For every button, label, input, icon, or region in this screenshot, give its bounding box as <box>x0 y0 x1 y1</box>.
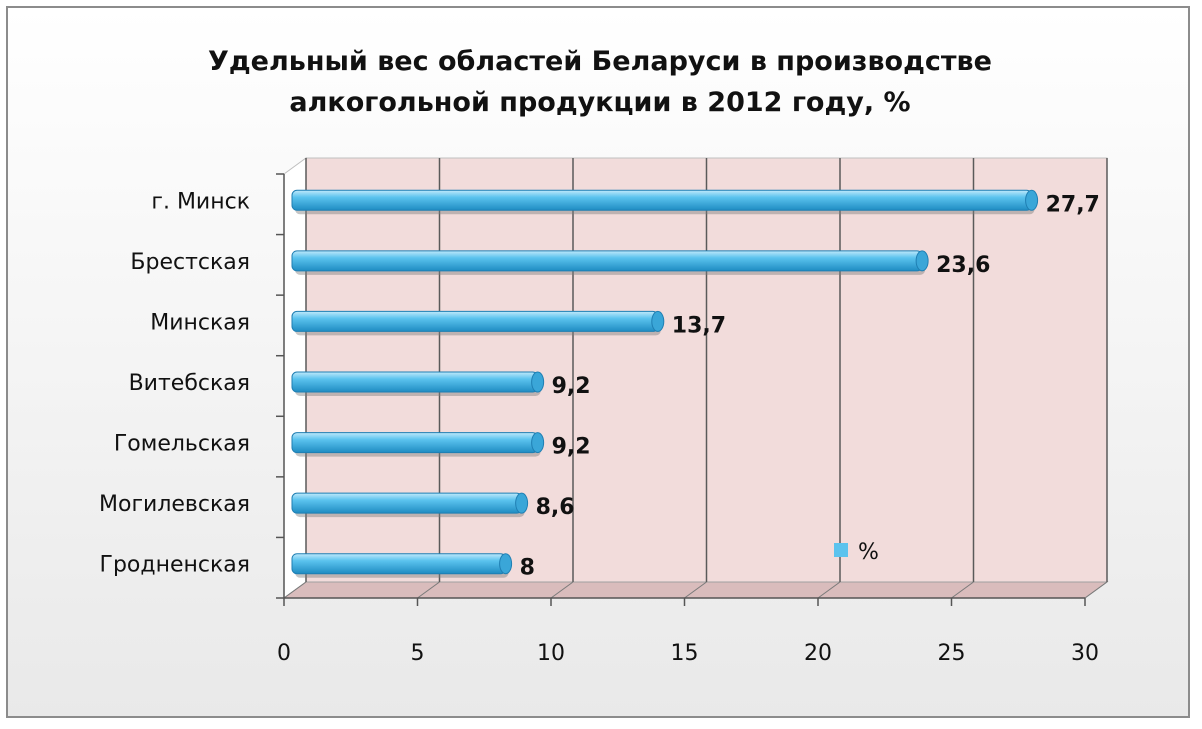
bar-end-cap <box>499 553 513 575</box>
data-label: 8 <box>520 556 535 581</box>
bar-end-cap <box>651 310 665 332</box>
bar <box>291 432 539 454</box>
chart-frame: Удельный вес областей Беларуси в произво… <box>6 6 1190 718</box>
data-label: 9,2 <box>552 435 591 460</box>
x-tick-label: 0 <box>277 641 291 666</box>
bar <box>291 250 923 272</box>
x-tick-label: 20 <box>804 641 832 666</box>
x-tick-label: 30 <box>1071 641 1099 666</box>
bar-end-cap <box>1025 189 1039 211</box>
bar <box>291 189 1033 211</box>
x-tick-label: 25 <box>938 641 966 666</box>
chart-title-line-1: Удельный вес областей Беларуси в произво… <box>208 46 992 77</box>
floor-gridline-20 <box>817 581 841 599</box>
bar-chart: Удельный вес областей Беларуси в произво… <box>99 46 1109 666</box>
category-label: Гродненская <box>100 553 250 578</box>
data-label: 9,2 <box>552 374 591 399</box>
bar <box>291 310 659 332</box>
data-label: 8,6 <box>536 495 575 520</box>
floor-gridline-5 <box>417 581 440 599</box>
legend-marker <box>834 543 848 557</box>
data-label: 27,7 <box>1046 192 1100 217</box>
floor-gridline-30 <box>1084 581 1108 599</box>
bar <box>291 371 539 393</box>
bar <box>291 553 507 575</box>
bar-end-cap <box>515 492 529 514</box>
data-label: 13,7 <box>672 313 726 338</box>
chart-title-line-2: алкогольной продукции в 2012 году, % <box>289 87 910 118</box>
floor-gridline-0 <box>283 581 307 599</box>
plot-area: 0 5 10 15 20 25 30 г. Минск 27,7 Брестская 23,6 Мин… <box>99 157 1109 666</box>
chart-title: Удельный вес областей Беларуси в произво… <box>208 46 992 118</box>
floor-gridline-10 <box>550 581 574 599</box>
data-label: 23,6 <box>936 253 990 278</box>
bar-end-cap <box>531 371 545 393</box>
floor-gridline-15 <box>684 581 707 599</box>
category-label: Витебская <box>129 371 250 396</box>
x-tick-label: 10 <box>537 641 565 666</box>
floor-gridline-25 <box>951 581 974 599</box>
x-tick-label: 5 <box>411 641 425 666</box>
bar-end-cap <box>915 250 929 272</box>
x-tick-label: 15 <box>671 641 699 666</box>
legend-label: % <box>858 540 879 565</box>
category-label: г. Минск <box>151 189 250 214</box>
bar-end-cap <box>531 432 545 454</box>
category-label: Могилевская <box>99 492 250 517</box>
category-label: Брестская <box>130 250 250 275</box>
bar <box>291 492 523 514</box>
category-label: Минская <box>150 310 250 335</box>
category-label: Гомельская <box>114 432 250 457</box>
